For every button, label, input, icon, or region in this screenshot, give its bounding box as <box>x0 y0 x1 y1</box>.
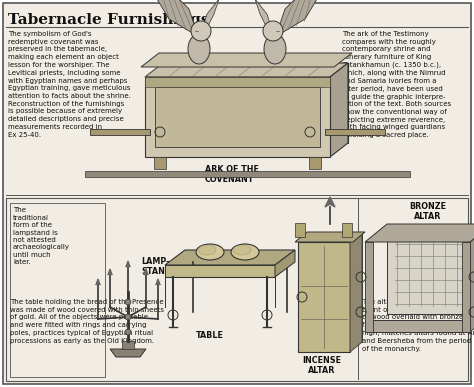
Polygon shape <box>325 197 335 207</box>
Polygon shape <box>165 250 295 265</box>
Text: Tabernacle Furnishings: Tabernacle Furnishings <box>8 13 210 27</box>
Polygon shape <box>96 279 100 285</box>
Polygon shape <box>156 279 160 285</box>
Polygon shape <box>165 265 275 277</box>
Bar <box>85 171 410 177</box>
Circle shape <box>191 21 211 41</box>
Text: The symbolism of God's
redemptive covenant was
preserved in the tabernacle,
maki: The symbolism of God's redemptive covena… <box>8 31 131 138</box>
Bar <box>122 341 134 349</box>
Ellipse shape <box>196 244 224 260</box>
Polygon shape <box>298 242 350 352</box>
Polygon shape <box>330 63 348 157</box>
Polygon shape <box>145 63 348 77</box>
Text: ARK OF THE
COVENANT: ARK OF THE COVENANT <box>205 165 259 184</box>
Bar <box>365 242 373 332</box>
Polygon shape <box>310 232 362 342</box>
Polygon shape <box>108 269 112 275</box>
Bar <box>6 198 468 381</box>
Text: The altar of
burnt offering was made
of wood overlaid with bronze. The size,
fiv: The altar of burnt offering was made of … <box>362 299 474 351</box>
Bar <box>309 157 321 169</box>
Polygon shape <box>199 0 219 39</box>
Ellipse shape <box>233 245 251 255</box>
Polygon shape <box>350 232 362 352</box>
Text: LAMP-
STAND: LAMP- STAND <box>141 257 172 276</box>
Text: BRONZE
ALTAR: BRONZE ALTAR <box>410 202 447 221</box>
Bar <box>295 223 305 237</box>
Text: TABLE: TABLE <box>196 331 224 340</box>
Bar <box>10 203 105 377</box>
Bar <box>154 157 166 169</box>
Circle shape <box>125 329 131 335</box>
Bar <box>90 129 150 135</box>
Polygon shape <box>295 232 365 242</box>
Ellipse shape <box>198 245 216 255</box>
Polygon shape <box>365 224 474 242</box>
Polygon shape <box>145 77 330 157</box>
Text: The ark of the Testimony
compares with the roughly
contemporary shrine and
funer: The ark of the Testimony compares with t… <box>342 31 451 138</box>
Polygon shape <box>365 320 470 332</box>
Polygon shape <box>141 53 352 67</box>
Text: The
traditional
form of the
lampstand is
not attested
archaeologically
until muc: The traditional form of the lampstand is… <box>13 207 70 265</box>
Ellipse shape <box>264 34 286 64</box>
Polygon shape <box>470 224 474 332</box>
Polygon shape <box>154 0 199 39</box>
Circle shape <box>125 299 131 305</box>
Ellipse shape <box>188 34 210 64</box>
Polygon shape <box>275 0 320 39</box>
Ellipse shape <box>231 244 259 260</box>
Bar <box>325 129 385 135</box>
Text: INCENSE
ALTAR: INCENSE ALTAR <box>302 356 341 375</box>
Circle shape <box>125 314 131 320</box>
Text: The table holding the bread of the Presence
was made of wood covered with thin s: The table holding the bread of the Prese… <box>10 299 164 344</box>
Bar <box>155 87 320 147</box>
Polygon shape <box>144 269 148 275</box>
Polygon shape <box>255 0 275 39</box>
Polygon shape <box>387 224 474 314</box>
Polygon shape <box>275 250 295 277</box>
Bar <box>342 223 352 237</box>
Polygon shape <box>110 349 146 357</box>
Polygon shape <box>163 63 348 143</box>
Bar <box>145 77 330 87</box>
Polygon shape <box>126 261 130 267</box>
Bar <box>462 242 470 332</box>
Circle shape <box>263 21 283 41</box>
